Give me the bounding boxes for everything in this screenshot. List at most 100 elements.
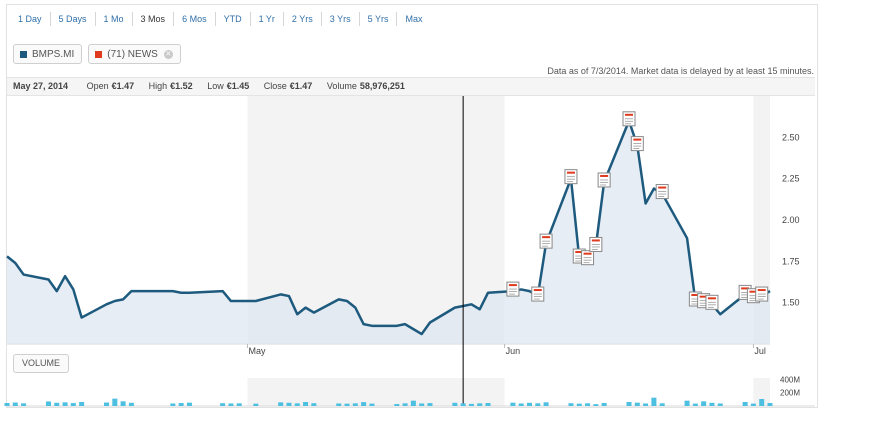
volume-bar [253,403,259,406]
volume-bar [468,403,474,406]
range-1-mo[interactable]: 1 Mo [96,12,133,26]
news-marker[interactable] [630,136,644,152]
volume-bar [228,403,234,406]
news-marker-flag [757,289,766,292]
low-value: €1.45 [226,81,250,91]
news-color-swatch [95,50,103,58]
volume-bar [767,403,773,406]
volume-bar [54,402,60,406]
news-marker-flag [691,294,700,297]
volume-bar [585,403,591,406]
volume-bar [601,403,607,406]
news-marker-flag [707,297,716,300]
close-value: €1.47 [289,81,313,91]
volume-bar [485,403,491,406]
symbol-color-swatch [20,50,27,58]
range-5-yrs[interactable]: 5 Yrs [360,12,398,26]
news-marker[interactable] [506,281,520,297]
close-label: Close [263,81,287,91]
volume-bar [394,404,400,406]
volume-bar [419,403,425,406]
news-marker[interactable] [597,172,611,188]
volume-bar [186,402,192,406]
news-marker-flag [749,290,758,293]
range-3-mos[interactable]: 3 Mos [133,12,175,26]
low-label: Low [207,81,224,91]
shaded-period [247,378,505,406]
volume-bar [128,402,134,406]
volume-bar [576,403,582,406]
volume-bar [626,402,632,406]
high-label: High [148,81,168,91]
news-marker-flag [600,174,609,177]
volume-bar [311,403,317,406]
volume-button[interactable]: VOLUME [13,354,70,373]
volume-bar [303,402,309,406]
volume-bar [510,402,516,406]
range-max[interactable]: Max [405,14,423,24]
volume-tick-label: 400M [780,375,800,384]
volume-label: Volume [326,81,357,91]
volume-bar [344,403,350,406]
volume-bar [178,403,184,406]
news-marker[interactable] [564,169,578,185]
volume-bar [112,398,118,406]
range-5-days[interactable]: 5 Days [51,12,96,26]
news-marker-flag [741,287,750,290]
news-marker[interactable] [655,184,669,200]
volume-bar [104,402,110,406]
news-marker[interactable] [622,111,636,127]
volume-bar [170,403,176,406]
volume-bar [294,403,300,406]
volume-bar [220,403,226,406]
volume-bar [62,402,68,406]
range-1-day[interactable]: 1 Day [10,12,51,26]
range-2-yrs[interactable]: 2 Yrs [284,12,322,26]
quote-bar: May 27, 2014 Open €1.47 High €1.52 Low €1.4… [7,77,815,96]
volume-bar [12,402,18,406]
x-tick-label: Jun [506,346,521,356]
news-marker[interactable] [755,286,769,302]
news-marker[interactable] [705,294,719,310]
news-marker-flag [533,289,542,292]
range-6-mos[interactable]: 6 Mos [174,12,216,26]
quote-date: May 27, 2014 [13,81,69,91]
volume-bar [759,399,765,406]
volume-bar [236,403,242,406]
news-marker-flag [575,251,584,254]
news-marker[interactable] [589,236,603,252]
volume-bar [79,402,85,406]
volume-bar [70,403,76,406]
open-value: €1.47 [111,81,135,91]
volume-bar [643,403,649,406]
range-1-yr[interactable]: 1 Yr [251,12,284,26]
volume-bar [120,401,126,406]
volume-bar [535,403,541,406]
remove-news-icon[interactable]: ✕ [163,49,173,59]
volume-bar [45,401,51,406]
volume-bar [402,403,408,406]
volume-bar [717,403,723,406]
news-marker-flag [566,171,575,174]
shaded-period [753,378,770,406]
y-tick-label: 2.00 [782,215,800,225]
range-3-yrs[interactable]: 3 Yrs [322,12,360,26]
news-marker[interactable] [531,286,545,302]
data-notice: Data as of 7/3/2014. Market data is dela… [547,66,814,76]
symbol-chip[interactable]: BMPS.MI [13,44,83,64]
chart-legend: BMPS.MI (71) NEWS ✕ [13,44,181,64]
news-marker-flag [658,186,667,189]
price-area [7,120,770,344]
volume-bar [336,403,342,406]
volume-bar [593,404,599,406]
volume-tick-label: 200M [780,389,800,398]
news-marker[interactable] [539,233,553,249]
news-marker[interactable] [581,250,595,266]
news-marker-flag [591,239,600,242]
volume-bar [692,403,698,406]
news-chip[interactable]: (71) NEWS ✕ [88,44,181,64]
range-ytd[interactable]: YTD [216,12,251,26]
y-tick-label: 2.25 [782,174,800,184]
price-line [6,119,771,336]
